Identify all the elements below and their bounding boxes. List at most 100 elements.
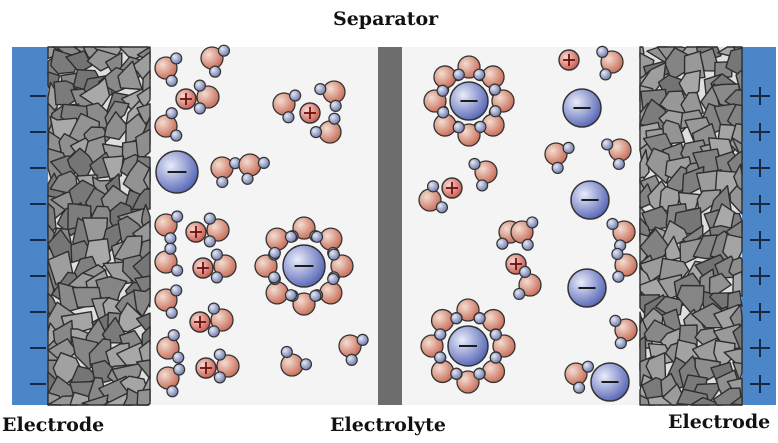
water-molecule	[430, 308, 463, 341]
oxygen-atom	[322, 80, 346, 104]
water-molecule	[601, 138, 632, 171]
hydrogen-atom	[526, 216, 539, 229]
hydrogen-atom	[452, 121, 465, 134]
oxygen-atom	[420, 334, 444, 358]
carbon-fragment	[732, 270, 743, 297]
water-molecule	[280, 345, 313, 377]
left-electrode-bar	[12, 47, 48, 405]
oxygen-atom	[433, 65, 457, 89]
water-molecule	[513, 265, 542, 301]
carbon-fragment	[732, 361, 743, 381]
hydrogen-atom	[596, 45, 609, 58]
cation	[195, 357, 217, 379]
hydrogen-atom	[581, 360, 595, 373]
left-electrode-signs	[30, 95, 46, 385]
oxygen-atom	[210, 308, 234, 332]
hydrogen-atom	[437, 106, 450, 119]
hydrogen-atom	[450, 367, 463, 380]
hydrogen-atom	[309, 289, 322, 302]
hydrogen-atom	[310, 230, 324, 243]
hydrogen-atom	[327, 248, 340, 261]
hydrogen-atom	[164, 242, 177, 255]
water-molecule	[193, 79, 220, 115]
hydrogen-atom	[435, 201, 449, 214]
hydrogen-atom	[289, 89, 302, 102]
oxygen-atom	[318, 120, 342, 144]
water-molecule	[238, 153, 270, 185]
hydrogen-atom	[193, 102, 206, 115]
oxygen-atom	[614, 253, 638, 277]
hydrogen-atom	[257, 156, 270, 170]
hydrogen-atom	[434, 328, 447, 341]
anion	[567, 268, 607, 308]
hydrogen-atom	[208, 65, 222, 78]
water-molecule	[154, 242, 184, 277]
hydrogen-atom	[172, 351, 185, 364]
water-molecule	[338, 333, 369, 366]
right-electrode-signs	[750, 87, 770, 393]
hydrogen-atom	[210, 248, 223, 261]
water-molecule	[154, 107, 183, 142]
hydrogen-atom	[551, 161, 564, 174]
cation	[185, 221, 207, 243]
water-molecule	[314, 80, 346, 112]
water-molecule	[200, 44, 231, 78]
hydrogen-atom	[314, 83, 327, 96]
hydrogen-atom	[450, 312, 463, 325]
water-molecule	[596, 45, 624, 81]
hydrogen-atom	[434, 351, 447, 364]
oxygen-atom	[265, 227, 289, 251]
water-molecule	[156, 363, 186, 398]
left-electrode-label: Electrode	[2, 414, 105, 436]
oxygen-atom	[430, 359, 455, 384]
water-molecule	[327, 248, 354, 284]
hydrogen-atom	[299, 358, 313, 371]
separator-bar	[378, 47, 402, 405]
hydrogen-atom	[207, 325, 220, 338]
hydrogen-atom	[489, 105, 502, 118]
hydrogen-atom	[207, 302, 220, 315]
hydrogen-atom	[282, 111, 295, 124]
hydrogen-atom	[599, 68, 612, 81]
oxygen-atom	[319, 227, 343, 251]
hydrogen-atom	[468, 157, 481, 171]
hydrogen-atom	[436, 84, 449, 97]
oxygen-atom	[319, 281, 343, 305]
hydrogen-atom	[280, 345, 293, 359]
right-electrode-label: Electrode	[668, 411, 771, 433]
carbon-fragment	[136, 103, 151, 125]
anion	[570, 180, 610, 220]
water-molecule	[609, 314, 638, 350]
oxygen-atom	[430, 308, 455, 333]
electrolyte-label: Electrolyte	[330, 414, 446, 436]
water-molecule	[210, 156, 242, 189]
hydrogen-atom	[572, 381, 586, 394]
separator-label: Separator	[333, 8, 439, 30]
oxygen-atom	[292, 292, 316, 316]
cation	[441, 177, 463, 199]
hydrogen-atom	[170, 284, 183, 297]
carbon-fragment	[136, 388, 151, 406]
water-molecule	[309, 112, 342, 144]
hydrogen-atom	[329, 99, 342, 112]
water-molecule	[156, 329, 185, 364]
hydrogen-atom	[166, 385, 179, 398]
oxygen-atom	[492, 334, 516, 358]
hydrogen-atom	[170, 129, 183, 142]
oxygen-atom	[238, 153, 262, 177]
hydrogen-atom	[193, 79, 206, 92]
oxygen-atom	[254, 254, 278, 278]
hydrogen-atom	[171, 210, 184, 223]
hydrogen-atom	[513, 287, 526, 301]
oxygen-atom	[456, 298, 480, 322]
hydrogen-atom	[496, 237, 509, 250]
hydrogen-atom	[284, 289, 298, 302]
cation	[189, 311, 211, 333]
hydrogen-atom	[426, 180, 440, 193]
oxygen-atom	[456, 370, 480, 394]
water-molecule	[510, 216, 539, 251]
hydrogen-atom	[518, 265, 532, 279]
water-molecule	[544, 141, 575, 174]
right-carbon-layer	[639, 46, 743, 406]
